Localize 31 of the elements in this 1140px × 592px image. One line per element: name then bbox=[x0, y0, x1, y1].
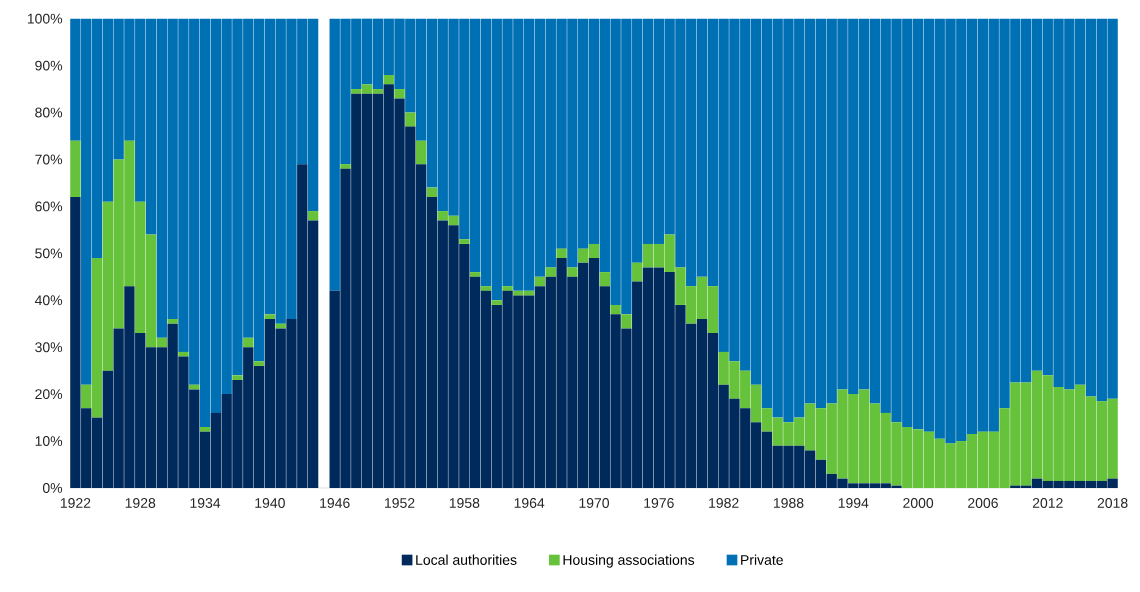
x-tick-label: 1940 bbox=[255, 498, 285, 508]
x-tick-label: 1928 bbox=[125, 498, 156, 508]
x-tick-label: 1922 bbox=[60, 498, 91, 508]
y-tick-label: 20% bbox=[35, 389, 63, 400]
legend-label: Private bbox=[741, 554, 783, 565]
legend-label: Local authorities bbox=[416, 554, 517, 565]
x-tick-label: 2018 bbox=[1097, 498, 1128, 508]
y-tick-label: 10% bbox=[35, 436, 63, 447]
y-tick-label: 30% bbox=[35, 342, 63, 353]
x-tick-label: 1964 bbox=[514, 498, 545, 508]
x-tick-label: 1988 bbox=[773, 498, 804, 508]
x-tick-label: 1970 bbox=[579, 498, 610, 508]
y-tick-label: 40% bbox=[34, 295, 63, 306]
y-tick-label: 60% bbox=[35, 201, 63, 212]
y-tick-label: 100% bbox=[27, 13, 63, 24]
x-tick-label: 1946 bbox=[320, 498, 350, 508]
x-tick-label: 1976 bbox=[644, 498, 674, 508]
x-tick-label: 1982 bbox=[709, 498, 739, 508]
x-tick-label: 2006 bbox=[968, 498, 998, 508]
y-tick-label: 50% bbox=[35, 248, 63, 259]
x-tick-label: 1952 bbox=[385, 498, 415, 508]
y-tick-label: 80% bbox=[35, 107, 63, 118]
x-tick-label: 2000 bbox=[903, 498, 934, 508]
y-tick-label: 0% bbox=[42, 483, 63, 493]
x-tick-label: 1934 bbox=[190, 498, 221, 508]
x-tick-label: 1958 bbox=[449, 498, 480, 508]
y-tick-label: 90% bbox=[35, 60, 63, 71]
x-tick-label: 1994 bbox=[838, 498, 869, 508]
x-tick-label: 2012 bbox=[1032, 498, 1063, 508]
y-tick-label: 70% bbox=[35, 154, 63, 165]
legend-label: Housing associations bbox=[563, 554, 695, 568]
